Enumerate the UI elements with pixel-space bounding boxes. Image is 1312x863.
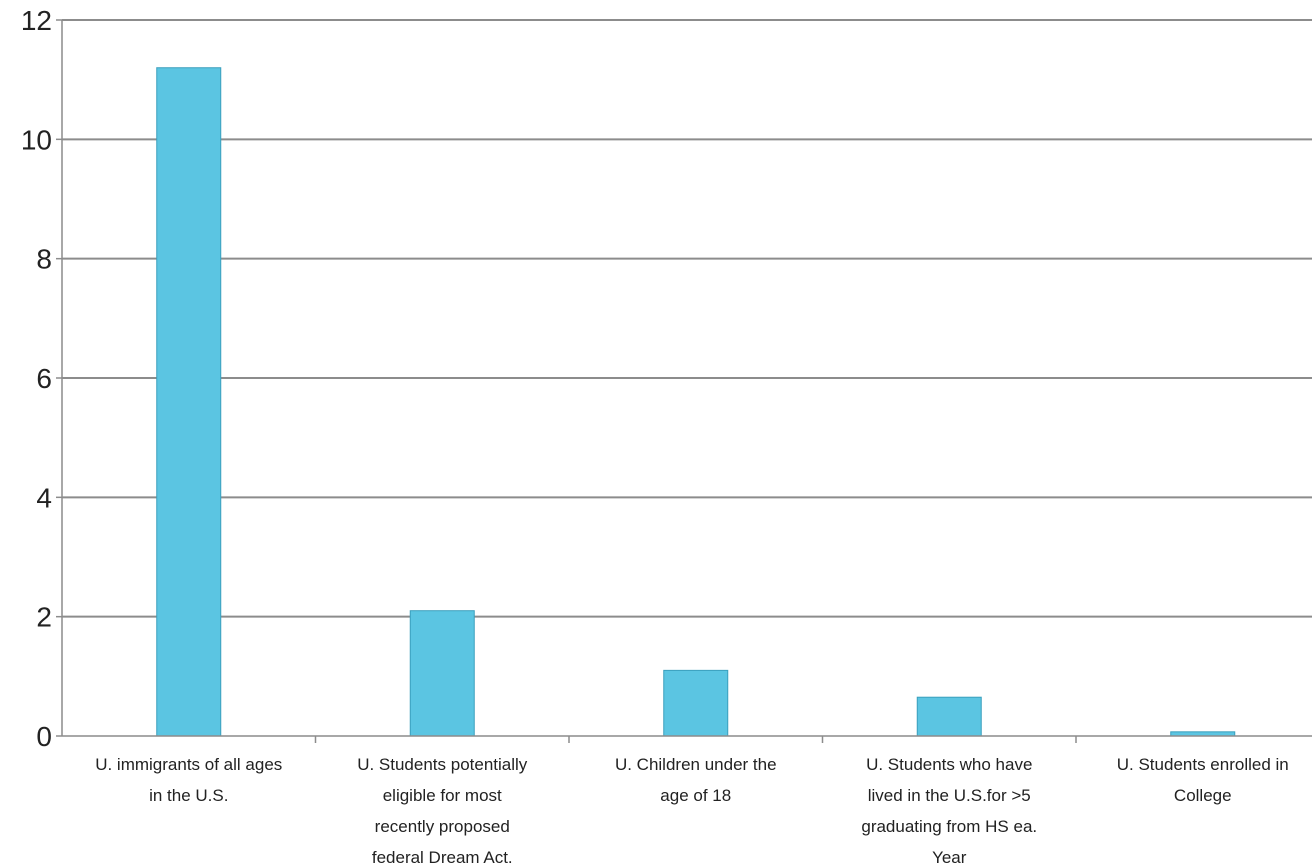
x-tick-label-line: eligible for most	[383, 786, 502, 805]
y-tick-label: 10	[21, 124, 52, 155]
axes	[56, 19, 1312, 743]
x-tick-label-line: U. Students who have	[866, 755, 1032, 774]
x-tick-label-line: recently proposed	[375, 817, 510, 836]
y-tick-label: 12	[21, 5, 52, 36]
x-tick-label-line: College	[1174, 786, 1232, 805]
x-tick-label-line: U. Children under the	[615, 755, 777, 774]
y-tick-label: 2	[36, 602, 52, 633]
x-tick-label-line: federal Dream Act.	[372, 848, 513, 863]
x-tick-label-line: lived in the U.S.for >5	[868, 786, 1031, 805]
y-tick-labels: 0 2 4 6 8 10 12	[21, 5, 52, 752]
x-tick-label-line: U. Students potentially	[357, 755, 528, 774]
x-tick-labels: U. immigrants of all ages in the U.S. U. S…	[95, 755, 1289, 863]
bar	[156, 67, 222, 737]
x-tick-label-line: Year	[932, 848, 967, 863]
x-tick-label: U. Children under the age of 18	[615, 755, 777, 805]
x-tick-label-line: graduating from HS ea.	[861, 817, 1037, 836]
y-tick-label: 8	[36, 244, 52, 275]
bar	[916, 696, 982, 737]
x-tick-label-line: in the U.S.	[149, 786, 228, 805]
bar	[663, 669, 729, 737]
bars	[156, 67, 1236, 737]
y-tick-label: 4	[36, 482, 52, 513]
x-tick-label-line: age of 18	[660, 786, 731, 805]
x-tick-label: U. Students potentially eligible for most…	[357, 755, 528, 863]
x-tick-label-line: U. Students enrolled in	[1117, 755, 1289, 774]
y-tick-label: 6	[36, 363, 52, 394]
grid-lines	[62, 19, 1312, 618]
x-tick-label: U. Students who have lived in the U.S.for…	[861, 755, 1037, 863]
x-tick-label: U. Students enrolled in College	[1117, 755, 1289, 805]
x-tick-label-line: U. immigrants of all ages	[95, 755, 282, 774]
bar	[409, 610, 475, 737]
y-tick-label: 0	[36, 721, 52, 752]
x-tick-label: U. immigrants of all ages in the U.S.	[95, 755, 282, 805]
